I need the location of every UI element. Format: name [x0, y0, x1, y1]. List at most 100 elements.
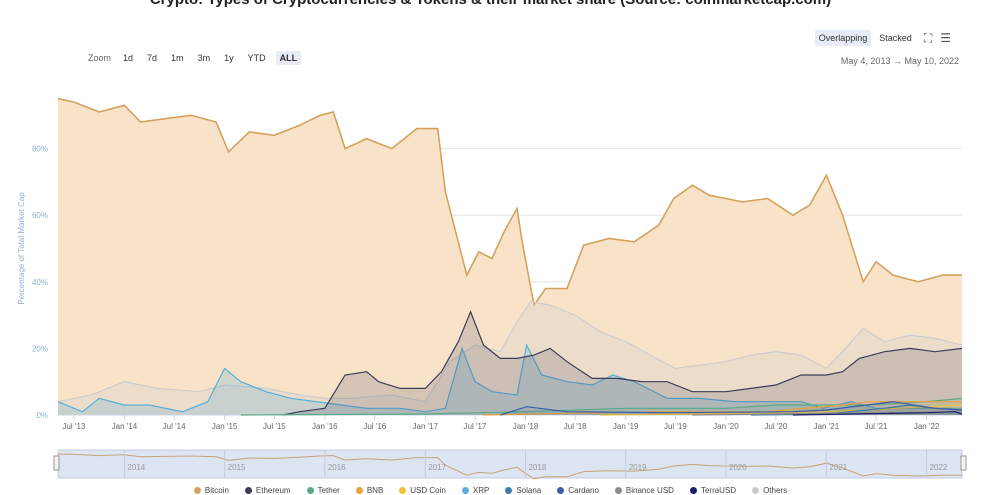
ethereum-area: [282, 311, 962, 415]
legend-dot: [505, 487, 513, 494]
legend-item-solana[interactable]: Solana: [505, 486, 541, 495]
legend-dot: [306, 487, 314, 494]
zoom-7d-button[interactable]: 7d: [147, 53, 158, 63]
zoom-ytd-button[interactable]: YTD: [247, 53, 266, 63]
x-tick-label: Jan '20: [713, 422, 739, 431]
y-tick-label: 80%: [32, 145, 48, 154]
legend-label: Ethereum: [255, 486, 291, 495]
legend-dot: [355, 487, 363, 494]
legend-item-bitcoin[interactable]: Bitcoin: [193, 486, 229, 495]
navigator-year-label: 2014: [127, 463, 145, 472]
x-tick-label: Jul '15: [263, 422, 286, 431]
legend-dot: [461, 487, 469, 494]
x-tick-label: Jul '13: [62, 422, 85, 431]
x-tick-label: Jul '18: [564, 422, 587, 431]
x-tick-label: Jul '17: [464, 422, 487, 431]
navigator-year-label: 2020: [729, 463, 747, 472]
zoom-3m-button[interactable]: 3m: [197, 53, 211, 63]
usd-coin-line[interactable]: [600, 404, 963, 416]
legend-dot: [193, 487, 201, 494]
legend-item-ethereum[interactable]: Ethereum: [244, 486, 291, 495]
legend-label: XRP: [472, 486, 490, 495]
navigator-left-handle[interactable]: [53, 455, 60, 471]
y-tick-label: 40%: [32, 278, 48, 287]
navigator-year-label: 2015: [228, 463, 246, 472]
legend-item-xrp[interactable]: XRP: [461, 486, 490, 495]
zoom-all-button[interactable]: ALL: [275, 51, 302, 65]
stacked-button[interactable]: Stacked: [879, 33, 912, 43]
legend-label: Tether: [317, 486, 340, 495]
legend-dot: [244, 487, 252, 494]
hamburger-icon[interactable]: ☰: [940, 31, 951, 45]
terrausd-line[interactable]: [792, 411, 963, 416]
chart-title: Crypto: Types of Cryptocurrencies & Toke…: [0, 0, 981, 8]
legend-dot: [752, 487, 760, 494]
date-range[interactable]: May 4, 2013 → May 10, 2022: [840, 56, 959, 66]
legend-item-terrausd[interactable]: TerraUSD: [689, 486, 736, 495]
legend-dot: [614, 487, 622, 494]
legend-label: Bitcoin: [204, 486, 229, 495]
navigator-series: [57, 453, 962, 480]
navigator-year-label: 2022: [930, 463, 948, 472]
bnb-line[interactable]: [483, 401, 963, 416]
y-tick-label: 20%: [32, 344, 48, 353]
zoom-1y-button[interactable]: 1y: [224, 53, 234, 63]
legend-dot: [399, 487, 407, 494]
zoom-bar: Zoom 1d 7d 1m 3m 1y YTD ALL: [88, 51, 307, 65]
navigator-year-label: 2021: [829, 463, 847, 472]
legend-item-bnb[interactable]: BNB: [355, 486, 384, 495]
expand-icon[interactable]: ⛶: [923, 30, 933, 45]
navigator-right-handle[interactable]: [960, 455, 967, 471]
x-tick-label: Jan '19: [613, 422, 639, 431]
y-tick-label: 60%: [32, 211, 48, 220]
navigator-year-label: 2017: [428, 463, 446, 472]
zoom-1m-button[interactable]: 1m: [171, 53, 184, 63]
legend-label: USD Coin: [410, 486, 446, 495]
legend-item-usd-coin[interactable]: USD Coin: [399, 486, 446, 495]
x-tick-label: Jul '20: [764, 422, 787, 431]
legend-dot: [689, 487, 697, 494]
navigator-year-label: 2016: [328, 463, 346, 472]
tether-line[interactable]: [240, 397, 963, 416]
chart-mode-toggle: Overlapping Stacked ⛶ ☰: [811, 30, 951, 46]
legend-label: Solana: [516, 486, 542, 495]
x-tick-label: Jul '16: [363, 422, 386, 431]
legend-dot: [557, 487, 565, 494]
overlapping-button[interactable]: Overlapping: [814, 30, 872, 46]
chart-legend: Bitcoin Ethereum Tether BNB USD Coin XRP Solan…: [0, 486, 981, 495]
cardano-line[interactable]: [500, 401, 963, 416]
others-line[interactable]: [57, 301, 963, 403]
navigator-year-label: 2018: [529, 463, 547, 472]
legend-item-binance-usd[interactable]: Binance USD: [614, 486, 674, 495]
y-axis-label: Percentage of Total Market Cap: [17, 192, 26, 305]
zoom-buttons: 1d 7d 1m 3m 1y YTD ALL: [119, 51, 307, 65]
xrp-line[interactable]: [57, 343, 962, 413]
legend-label: BNB: [366, 486, 384, 495]
legend-item-cardano[interactable]: Cardano: [557, 486, 599, 495]
x-tick-label: Jul '19: [664, 422, 687, 431]
legend-item-tether[interactable]: Tether: [306, 486, 340, 495]
legend-label: Binance USD: [625, 486, 674, 495]
bitcoin-line[interactable]: [57, 97, 962, 308]
xrp-area: [58, 345, 962, 415]
legend-label: Others: [763, 486, 788, 495]
zoom-1d-button[interactable]: 1d: [123, 53, 134, 63]
cardano-area: [500, 401, 962, 415]
terrausd-area: [792, 411, 962, 415]
x-tick-label: Jan '21: [814, 422, 840, 431]
x-tick-label: Jan '18: [513, 422, 539, 431]
x-tick-label: Jan '22: [914, 422, 940, 431]
legend-label: Cardano: [568, 486, 599, 495]
navigator-year-label: 2019: [629, 463, 647, 472]
y-tick-label: 0%: [36, 411, 48, 420]
legend-item-others[interactable]: Others: [752, 486, 787, 495]
x-tick-label: Jan '17: [413, 422, 439, 431]
bitcoin-area: [58, 98, 962, 415]
x-tick-label: Jan '16: [312, 422, 338, 431]
x-tick-label: Jan '15: [212, 422, 238, 431]
x-tick-label: Jul '21: [865, 422, 888, 431]
zoom-label: Zoom: [88, 53, 112, 63]
ethereum-line[interactable]: [282, 310, 963, 416]
x-tick-label: Jan '14: [112, 422, 138, 431]
